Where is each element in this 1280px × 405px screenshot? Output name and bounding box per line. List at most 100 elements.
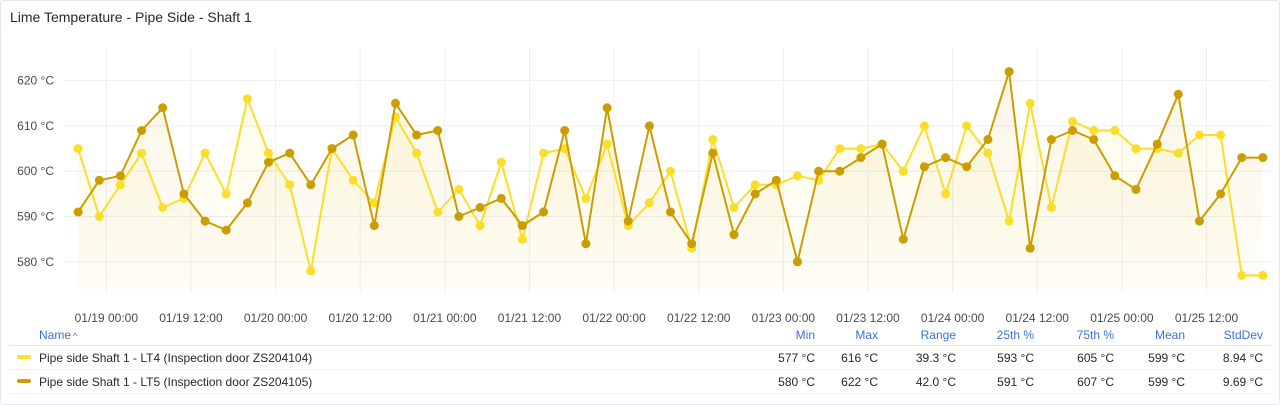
data-point[interactable] bbox=[856, 144, 866, 154]
data-point[interactable] bbox=[877, 139, 887, 149]
legend-header-mean[interactable]: Mean bbox=[1122, 325, 1193, 346]
data-point[interactable] bbox=[687, 239, 697, 249]
data-point[interactable] bbox=[1195, 216, 1204, 226]
data-point[interactable] bbox=[242, 94, 252, 104]
data-point[interactable] bbox=[1173, 89, 1183, 99]
data-point[interactable] bbox=[962, 162, 972, 172]
data-point[interactable] bbox=[454, 212, 464, 221]
data-point[interactable] bbox=[1025, 243, 1035, 253]
line-chart[interactable]: 580 °C 590 °C 600 °C 610 °C 620 °C 01/19 00:… bbox=[0, 0, 1280, 330]
data-point[interactable] bbox=[708, 148, 718, 158]
data-point[interactable] bbox=[814, 166, 824, 176]
data-point[interactable] bbox=[285, 148, 295, 158]
data-point[interactable] bbox=[454, 184, 464, 194]
legend-header-name[interactable]: Name ^ bbox=[9, 325, 755, 346]
data-point[interactable] bbox=[1216, 189, 1226, 199]
data-point[interactable] bbox=[941, 189, 951, 199]
data-point[interactable] bbox=[1110, 126, 1120, 135]
data-point[interactable] bbox=[729, 230, 739, 240]
data-point[interactable] bbox=[644, 121, 654, 131]
data-point[interactable] bbox=[200, 216, 210, 226]
data-point[interactable] bbox=[73, 207, 83, 217]
data-point[interactable] bbox=[1216, 130, 1226, 140]
data-point[interactable] bbox=[1152, 139, 1162, 149]
data-point[interactable] bbox=[644, 198, 654, 208]
data-point[interactable] bbox=[94, 212, 104, 221]
data-point[interactable] bbox=[729, 203, 739, 212]
data-point[interactable] bbox=[602, 103, 612, 113]
data-point[interactable] bbox=[433, 126, 443, 135]
data-point[interactable] bbox=[771, 175, 781, 185]
data-point[interactable] bbox=[602, 139, 612, 149]
data-point[interactable] bbox=[412, 130, 422, 140]
data-point[interactable] bbox=[306, 180, 316, 190]
data-point[interactable] bbox=[475, 203, 485, 212]
data-point[interactable] bbox=[539, 148, 549, 158]
data-point[interactable] bbox=[73, 144, 83, 154]
data-point[interactable] bbox=[1131, 144, 1141, 154]
data-point[interactable] bbox=[1237, 270, 1247, 280]
data-point[interactable] bbox=[158, 203, 168, 212]
data-point[interactable] bbox=[1258, 270, 1268, 280]
data-point[interactable] bbox=[1046, 203, 1056, 212]
legend-row-lt4[interactable]: Pipe side Shaft 1 - LT4 (Inspection door… bbox=[9, 345, 1271, 370]
data-point[interactable] bbox=[1195, 130, 1204, 140]
data-point[interactable] bbox=[242, 198, 252, 208]
data-point[interactable] bbox=[962, 121, 972, 131]
data-point[interactable] bbox=[137, 126, 147, 135]
data-point[interactable] bbox=[623, 216, 633, 226]
data-point[interactable] bbox=[221, 225, 231, 235]
data-point[interactable] bbox=[200, 148, 210, 158]
data-point[interactable] bbox=[433, 207, 443, 217]
data-point[interactable] bbox=[560, 126, 570, 135]
data-point[interactable] bbox=[348, 175, 358, 185]
data-point[interactable] bbox=[983, 148, 993, 158]
data-point[interactable] bbox=[306, 266, 316, 276]
data-point[interactable] bbox=[835, 166, 845, 176]
data-point[interactable] bbox=[856, 153, 866, 163]
data-point[interactable] bbox=[581, 193, 591, 203]
data-point[interactable] bbox=[919, 162, 929, 172]
data-point[interactable] bbox=[1110, 171, 1120, 181]
data-point[interactable] bbox=[496, 193, 506, 203]
data-point[interactable] bbox=[793, 257, 802, 267]
data-point[interactable] bbox=[1258, 153, 1268, 163]
data-point[interactable] bbox=[941, 153, 951, 163]
data-point[interactable] bbox=[391, 98, 400, 108]
data-point[interactable] bbox=[1237, 153, 1247, 163]
data-point[interactable] bbox=[137, 148, 147, 158]
data-point[interactable] bbox=[581, 239, 591, 249]
data-point[interactable] bbox=[750, 189, 760, 199]
legend-row-lt5[interactable]: Pipe side Shaft 1 - LT5 (Inspection door… bbox=[9, 369, 1271, 394]
legend-header-p75[interactable]: 75th % bbox=[1042, 325, 1122, 346]
legend-series-name[interactable]: Pipe side Shaft 1 - LT5 (Inspection door… bbox=[9, 369, 755, 394]
data-point[interactable] bbox=[1004, 216, 1014, 226]
data-point[interactable] bbox=[348, 130, 358, 140]
data-point[interactable] bbox=[221, 189, 231, 199]
data-point[interactable] bbox=[835, 144, 845, 154]
data-point[interactable] bbox=[179, 189, 189, 199]
data-point[interactable] bbox=[666, 207, 675, 217]
data-point[interactable] bbox=[264, 148, 273, 158]
data-point[interactable] bbox=[1025, 98, 1035, 108]
data-point[interactable] bbox=[898, 166, 908, 176]
data-point[interactable] bbox=[517, 234, 527, 244]
legend-header-max[interactable]: Max bbox=[823, 325, 886, 346]
data-point[interactable] bbox=[285, 180, 295, 190]
data-point[interactable] bbox=[1068, 126, 1077, 135]
data-point[interactable] bbox=[708, 135, 718, 144]
legend-header-range[interactable]: Range bbox=[886, 325, 964, 346]
legend-header-min[interactable]: Min bbox=[755, 325, 823, 346]
data-point[interactable] bbox=[1089, 126, 1099, 135]
data-point[interactable] bbox=[158, 103, 168, 113]
data-point[interactable] bbox=[264, 157, 273, 167]
data-point[interactable] bbox=[1131, 184, 1141, 194]
data-point[interactable] bbox=[475, 221, 485, 231]
data-point[interactable] bbox=[1089, 135, 1099, 144]
data-point[interactable] bbox=[115, 180, 125, 190]
legend-header-p25[interactable]: 25th % bbox=[964, 325, 1042, 346]
data-point[interactable] bbox=[327, 144, 337, 154]
data-point[interactable] bbox=[1046, 135, 1056, 144]
data-point[interactable] bbox=[369, 221, 379, 231]
data-point[interactable] bbox=[115, 171, 125, 181]
